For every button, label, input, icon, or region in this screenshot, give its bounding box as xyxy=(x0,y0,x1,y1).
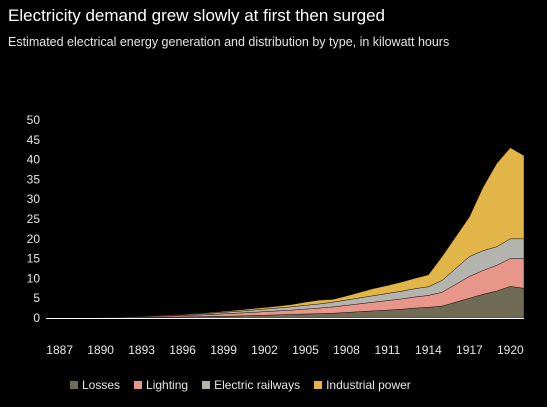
legend-swatch xyxy=(70,381,78,389)
legend-item-industrial-power: Industrial power xyxy=(314,378,411,392)
chart-title: Electricity demand grew slowly at first … xyxy=(8,6,385,25)
x-tick-label: 1887 xyxy=(46,343,73,357)
x-tick-label: 1893 xyxy=(128,343,155,357)
x-axis-ticks: 1887 1890 1893 1896 1899 1902 1905 1908 1911 1914… xyxy=(46,343,524,357)
y-tick-label: 45 xyxy=(27,133,41,147)
chart-legend: Losses Lighting Electric railways Industria… xyxy=(70,378,411,392)
x-tick-label: 1899 xyxy=(210,343,237,357)
x-tick-label: 1917 xyxy=(456,343,483,357)
x-tick-label: 1902 xyxy=(251,343,278,357)
legend-label: Losses xyxy=(82,378,121,392)
chart-subtitle: Estimated electrical energy generation a… xyxy=(8,35,450,49)
legend-label: Electric railways xyxy=(214,378,301,392)
y-tick-label: 5 xyxy=(33,291,40,305)
y-tick-label: 10 xyxy=(27,271,41,285)
legend-swatch xyxy=(314,381,323,389)
x-tick-label: 1896 xyxy=(169,343,196,357)
x-tick-label: 1905 xyxy=(292,343,319,357)
y-tick-label: 35 xyxy=(27,172,41,186)
chart-areas xyxy=(59,147,525,319)
x-tick-label: 1908 xyxy=(333,343,360,357)
legend-item-losses: Losses xyxy=(70,378,120,392)
x-tick-label: 1920 xyxy=(497,343,524,357)
y-tick-label: 0 xyxy=(33,311,40,325)
x-tick-label: 1890 xyxy=(87,343,114,357)
y-axis-ticks: 0 5 10 15 20 25 30 35 40 45 50 xyxy=(27,113,41,325)
y-tick-label: 50 xyxy=(27,113,41,127)
legend-swatch xyxy=(134,381,143,389)
legend-label: Industrial power xyxy=(326,378,411,392)
legend-item-electric-railways: Electric railways xyxy=(202,378,300,392)
legend-label: Lighting xyxy=(146,378,189,392)
legend-swatch xyxy=(202,381,211,389)
legend-item-lighting: Lighting xyxy=(134,378,188,392)
y-tick-label: 20 xyxy=(27,232,41,246)
y-tick-label: 25 xyxy=(27,212,41,226)
y-tick-label: 15 xyxy=(27,252,41,266)
area-industrial-power xyxy=(59,147,525,318)
y-tick-label: 40 xyxy=(27,153,41,167)
x-tick-label: 1911 xyxy=(375,343,401,357)
y-tick-label: 30 xyxy=(27,192,41,206)
x-tick-label: 1914 xyxy=(415,343,442,357)
